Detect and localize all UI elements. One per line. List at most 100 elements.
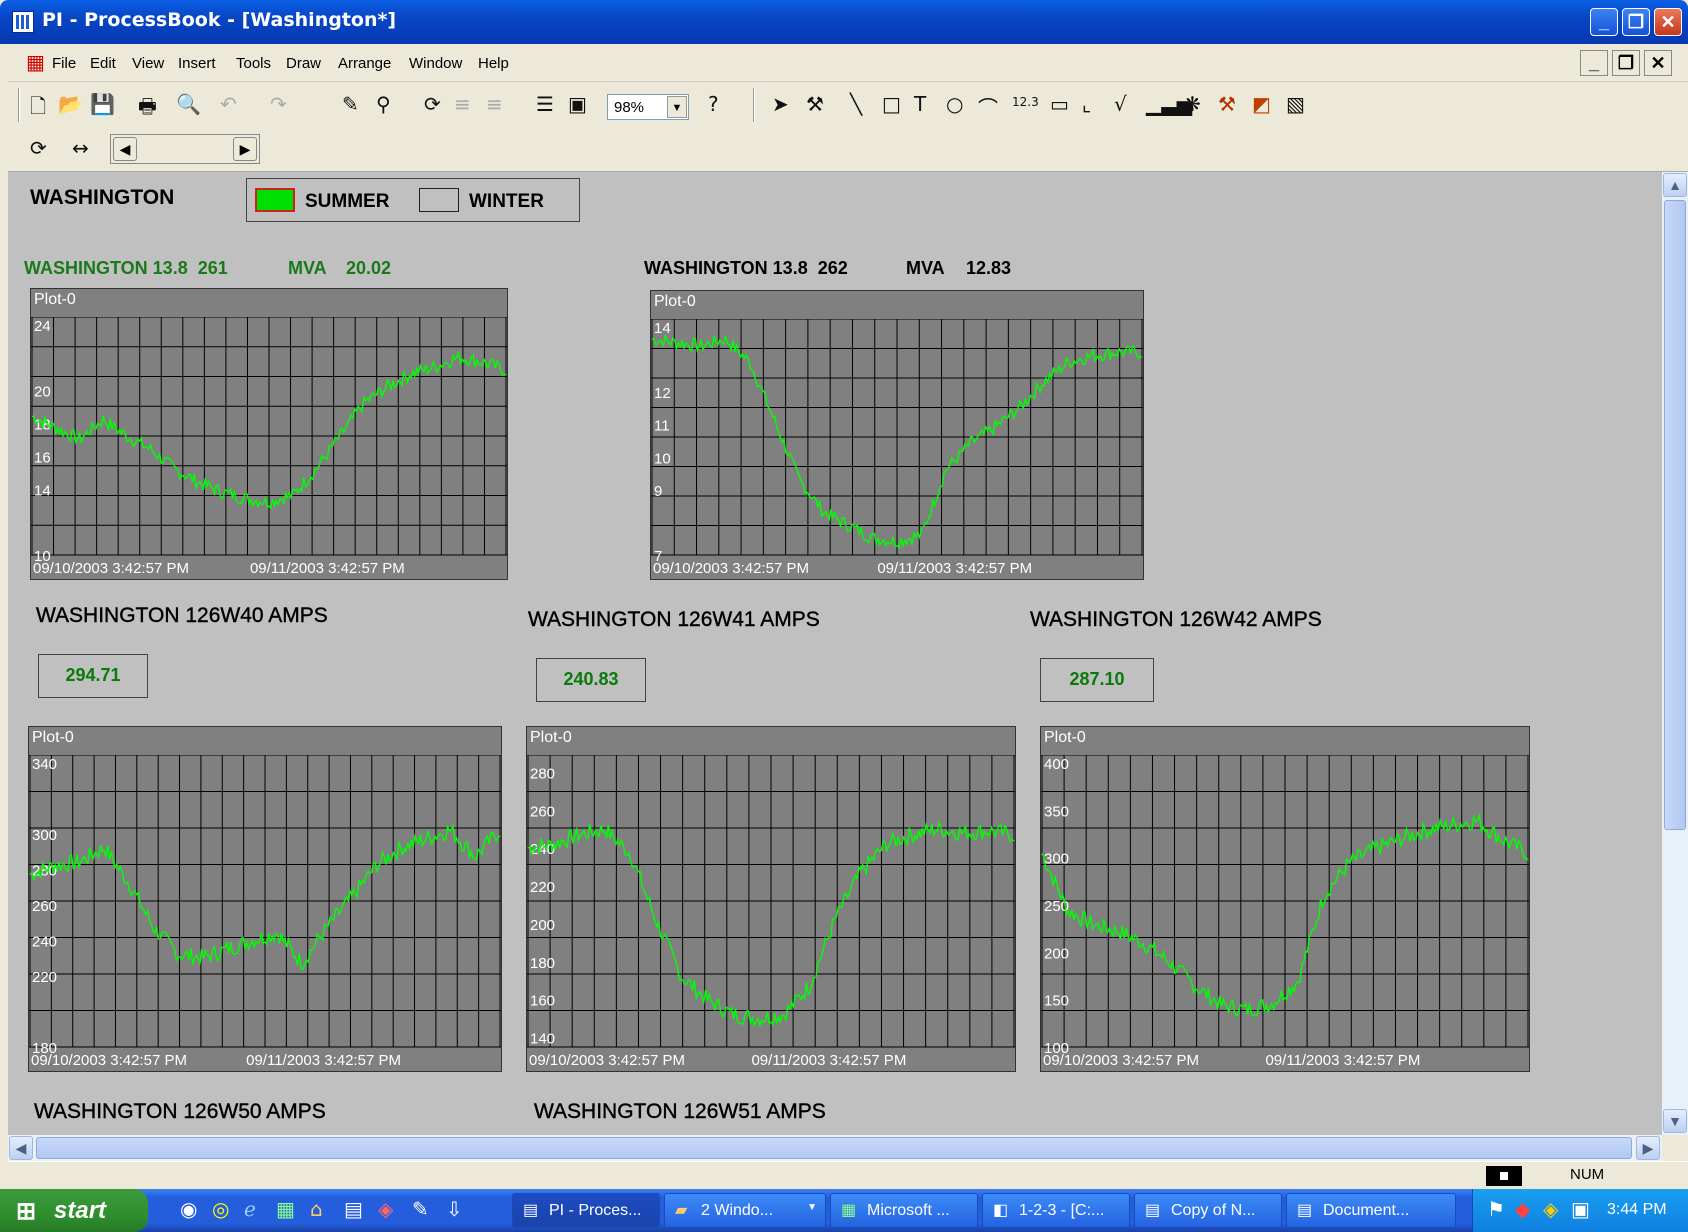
chart-tool-icon[interactable]: ◩ [1252,92,1271,116]
taskbar-item-windows-group[interactable]: ▰ 2 Windo... ▼ [664,1193,826,1228]
ellipse-tool-icon[interactable]: ○ [946,92,964,116]
menu-arrange[interactable]: Arrange [338,55,392,72]
trend-tool-icon[interactable]: √ [1114,92,1127,116]
menu-view[interactable]: View [132,55,165,72]
time-refresh-icon[interactable]: ⟳ [30,136,47,160]
align-left-icon[interactable]: ≡ [454,92,471,116]
network-icon[interactable]: ⌂ [310,1197,323,1221]
notepad-icon[interactable]: ✎ [412,1197,429,1221]
doc-restore-button[interactable]: ❐ [1612,50,1640,76]
processbook-icon[interactable]: ▤ [344,1197,363,1221]
taskbar-item-processbook[interactable]: ▤ PI - Proces... [512,1193,660,1228]
document-grid-icon[interactable]: ▦ [26,50,45,74]
y-tick-label: 200 [530,917,555,934]
taskbar-item-excel[interactable]: ▦ Microsoft ... [830,1193,978,1228]
tray-app-icon[interactable]: ◈ [1543,1197,1559,1221]
tools-icon[interactable]: ⚒ [1218,92,1236,116]
button-tool-icon[interactable]: ▭ [1050,92,1069,116]
summer-label[interactable]: SUMMER [305,191,390,212]
connector-tool-icon[interactable]: ⌞ [1082,92,1092,116]
scroll-down-icon[interactable]: ▼ [1663,1109,1687,1133]
refresh-icon[interactable]: ⟳ [424,92,441,116]
time-slider[interactable]: ◀ ▶ [110,134,260,164]
y-tick-label: 16 [34,449,51,466]
scroll-right-icon[interactable]: ▶ [1636,1136,1660,1160]
summer-swatch[interactable] [255,188,295,212]
tray-shield-icon[interactable]: ◆ [1515,1197,1531,1221]
binoculars-icon[interactable]: ⚲ [376,92,391,116]
winter-label[interactable]: WINTER [469,191,544,212]
menu-edit[interactable]: Edit [90,55,116,72]
time-range-icon[interactable]: ↔ [72,136,89,160]
taskbar-item-document[interactable]: ▤ Document... [1286,1193,1456,1228]
taskbar-item-lotus[interactable]: ◧ 1-2-3 - [C:... [982,1193,1130,1228]
taskbar-item-copy[interactable]: ▤ Copy of N... [1134,1193,1282,1228]
horizontal-scroll-thumb[interactable] [36,1137,1632,1159]
vertical-scrollbar[interactable]: ▲ ▼ [1662,172,1688,1135]
slider-right-icon[interactable]: ▶ [233,137,257,161]
outlook-icon[interactable]: ◎ [212,1197,230,1221]
amps-126w41-value[interactable]: 240.83 [536,658,646,702]
eyedropper-icon[interactable]: ✎ [342,92,359,116]
new-icon[interactable]: 🗋 [30,94,47,118]
trend-plot-126w42[interactable]: Plot-0 400 350 300 250 200 150 100 09/10/2003 3… [1040,726,1530,1072]
scroll-left-icon[interactable]: ◀ [9,1136,33,1160]
excel-icon[interactable]: ▦ [276,1197,295,1221]
minimize-button[interactable]: _ [1590,8,1618,36]
rectangle-tool-icon[interactable]: □ [882,92,901,116]
menu-insert[interactable]: Insert [178,55,216,72]
vertical-scroll-thumb[interactable] [1664,200,1686,830]
bar-tool-icon[interactable]: ▁▃▅ [1146,92,1193,116]
print-icon[interactable]: 🖶 [138,94,157,118]
window-title: PI - ProcessBook - [Washington*] [42,9,397,31]
title-bar[interactable]: PI - ProcessBook - [Washington*] _ ❐ ✕ [0,0,1688,44]
quicklaunch-icon[interactable]: ◉ [180,1197,198,1221]
amps-126w42-value[interactable]: 287.10 [1040,658,1154,702]
text-tool-icon[interactable]: T [914,92,927,116]
winter-swatch[interactable] [419,188,459,212]
maximize-button[interactable]: ❐ [1622,8,1650,36]
trend-plot-126w41[interactable]: Plot-0 280 260 240 220 200 180 160 140 09/10/200… [526,726,1016,1072]
ie-icon[interactable]: ℯ [244,1197,256,1221]
value-tool-icon[interactable]: 12.3 [1012,95,1039,109]
chevron-down-icon[interactable]: ▼ [667,96,687,118]
acrobat-icon[interactable]: ◈ [378,1197,394,1221]
start-button[interactable]: ⊞ start [0,1189,148,1232]
display-canvas: WASHINGTON SUMMER WINTER WASHINGTON 13.8… [8,172,1662,1135]
properties-icon[interactable]: ☰ [536,92,554,116]
undo-icon[interactable]: ↶ [220,92,237,116]
help-cursor-icon[interactable]: ? [708,92,719,116]
print-preview-icon[interactable]: 🔍 [176,92,201,116]
horizontal-scrollbar[interactable]: ◀ ▶ [8,1135,1662,1161]
menu-file[interactable]: File [52,55,77,72]
scroll-up-icon[interactable]: ▲ [1663,173,1687,197]
select-arrow-icon[interactable]: ➤ [772,92,789,116]
amps-126w40-value[interactable]: 294.71 [38,654,148,698]
close-button[interactable]: ✕ [1654,8,1682,36]
image-tool-icon[interactable]: ▧ [1286,92,1305,116]
menu-window[interactable]: Window [409,55,463,72]
line-tool-icon[interactable]: ╲ [850,92,863,116]
symbol-tool-icon[interactable]: ❋ [1184,92,1201,116]
tray-it-icon[interactable]: ▣ [1571,1197,1590,1221]
redo-icon[interactable]: ↷ [270,92,287,116]
trend-plot-262[interactable]: Plot-0 14 12 11 10 9 7 09/10/2003 3:42:57 PM 09… [650,290,1144,580]
align-right-icon[interactable]: ≡ [486,92,503,116]
doc-close-button[interactable]: ✕ [1644,50,1672,76]
zoom-select[interactable]: 98% ▼ [607,94,689,120]
run-mode-icon[interactable]: ⚒ [806,92,824,116]
doc-minimize-button[interactable]: _ [1580,50,1608,76]
trend-plot-126w40[interactable]: Plot-0 340 300 280 260 240 220 180 09/10/2003 3… [28,726,502,1072]
download-icon[interactable]: ⇩ [446,1197,463,1221]
slider-left-icon[interactable]: ◀ [113,137,137,161]
open-icon[interactable]: 📂 [58,92,83,116]
trend-plot-261[interactable]: Plot-0 24 20 18 16 14 10 09/10/2003 3:42:57 PM… [30,288,508,580]
save-icon[interactable]: 💾 [90,92,115,116]
menu-help[interactable]: Help [478,55,509,72]
tray-network-icon[interactable]: ⚑ [1487,1197,1505,1221]
menu-draw[interactable]: Draw [286,55,322,72]
menu-tools[interactable]: Tools [236,55,272,72]
arc-tool-icon[interactable]: ⌒ [978,96,998,120]
window-icon[interactable]: ▣ [568,92,587,116]
